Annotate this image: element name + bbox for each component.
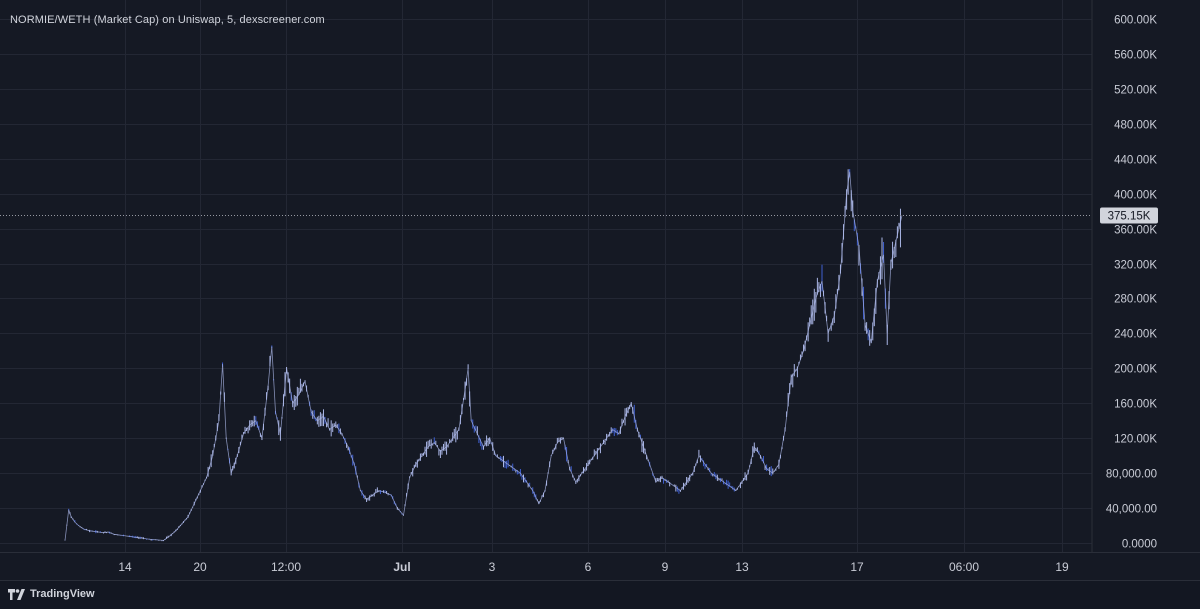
x-tick-label: 6: [585, 560, 592, 574]
x-tick-label: 17: [850, 560, 864, 574]
brand-label: TradingView: [30, 588, 95, 600]
y-tick-label: 360.00K: [1114, 225, 1157, 237]
x-tick-label: 12:00: [271, 560, 301, 574]
y-tick-label: 120.00K: [1114, 434, 1157, 446]
last-price-label: 375.15K: [1108, 211, 1151, 223]
x-tick-label: 06:00: [949, 560, 979, 574]
y-tick-label: 200.00K: [1114, 364, 1157, 376]
price-axis[interactable]: 0.0000 40,000.00 80,000.00 120.00K 160.00K 20…: [1106, 15, 1157, 551]
time-axis[interactable]: 14 20 12:00 Jul 3 6 9 13 17 06:00 19: [118, 560, 1069, 574]
x-tick-label: 20: [193, 560, 207, 574]
y-tick-label: 280.00K: [1114, 294, 1157, 306]
footer-bar: TradingView: [0, 580, 1200, 609]
y-tick-label: 600.00K: [1114, 15, 1157, 27]
grid-layer: [0, 0, 1092, 552]
tradingview-logo-icon: [8, 588, 25, 600]
y-tick-label: 80,000.00: [1106, 469, 1157, 481]
y-tick-label: 160.00K: [1114, 399, 1157, 411]
x-tick-label: 9: [662, 560, 669, 574]
y-tick-label: 560.00K: [1114, 50, 1157, 62]
last-price-badge: 375.15K: [1100, 207, 1158, 224]
y-tick-label: 480.00K: [1114, 120, 1157, 132]
y-tick-label: 400.00K: [1114, 190, 1157, 202]
market-cap-chart[interactable]: 0.0000 40,000.00 80,000.00 120.00K 160.00K 20…: [0, 0, 1200, 580]
price-series-line: [64, 171, 903, 541]
y-tick-label: 40,000.00: [1106, 504, 1157, 516]
chart-title: NORMIE/WETH (Market Cap) on Uniswap, 5, …: [10, 14, 325, 26]
y-tick-label: 440.00K: [1114, 155, 1157, 167]
x-tick-label: Jul: [393, 560, 410, 574]
x-tick-label: 19: [1055, 560, 1069, 574]
series-layer: [64, 169, 903, 542]
x-tick-label: 13: [735, 560, 749, 574]
y-tick-label: 320.00K: [1114, 260, 1157, 272]
last-price-badge-bg: [1100, 207, 1158, 224]
y-tick-label: 240.00K: [1114, 329, 1157, 341]
y-tick-label: 0.0000: [1122, 539, 1157, 551]
x-tick-label: 3: [489, 560, 496, 574]
tradingview-brand[interactable]: TradingView: [8, 588, 95, 600]
y-tick-label: 520.00K: [1114, 85, 1157, 97]
x-tick-label: 14: [118, 560, 132, 574]
